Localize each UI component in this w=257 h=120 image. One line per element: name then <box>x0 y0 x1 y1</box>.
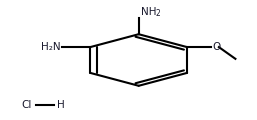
Text: Cl: Cl <box>22 100 32 110</box>
Text: 2: 2 <box>155 9 160 18</box>
Text: O: O <box>212 42 221 52</box>
Text: NH: NH <box>141 7 156 17</box>
Text: H₂N: H₂N <box>41 42 61 52</box>
Text: H: H <box>57 100 65 110</box>
